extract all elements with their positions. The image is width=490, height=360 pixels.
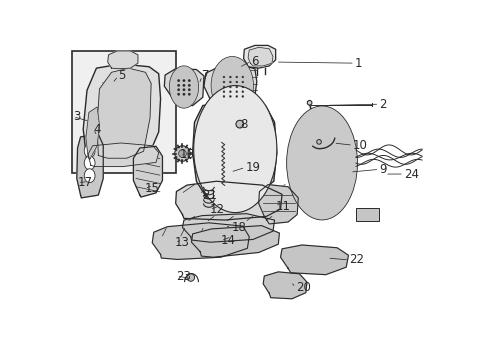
Polygon shape [77, 134, 103, 198]
Circle shape [236, 91, 238, 93]
Ellipse shape [194, 86, 277, 213]
Polygon shape [259, 185, 298, 224]
Text: 14: 14 [221, 234, 236, 247]
Circle shape [223, 81, 225, 83]
Circle shape [242, 86, 244, 88]
Ellipse shape [84, 169, 95, 183]
Circle shape [177, 84, 180, 86]
Polygon shape [263, 272, 307, 299]
Circle shape [188, 89, 191, 91]
Text: 9: 9 [379, 163, 387, 176]
Polygon shape [182, 214, 274, 242]
Text: 12: 12 [210, 203, 224, 216]
Text: 2: 2 [379, 98, 387, 111]
Circle shape [242, 95, 244, 97]
Circle shape [179, 150, 186, 157]
Polygon shape [193, 100, 277, 199]
Text: 3: 3 [73, 110, 80, 123]
Circle shape [188, 80, 191, 82]
Text: 5: 5 [118, 69, 126, 82]
Circle shape [223, 95, 225, 97]
Polygon shape [164, 69, 204, 105]
Ellipse shape [84, 144, 95, 158]
Polygon shape [88, 143, 159, 167]
Circle shape [223, 86, 225, 88]
Text: 18: 18 [231, 221, 246, 234]
Polygon shape [108, 51, 138, 69]
Polygon shape [86, 107, 99, 159]
Circle shape [223, 91, 225, 93]
Circle shape [183, 89, 185, 91]
Polygon shape [281, 245, 348, 275]
Text: 17: 17 [77, 176, 93, 189]
Text: 6: 6 [251, 55, 259, 68]
Text: 13: 13 [175, 236, 190, 249]
Circle shape [229, 76, 231, 78]
Circle shape [229, 86, 231, 88]
Circle shape [223, 76, 225, 78]
Polygon shape [248, 48, 273, 66]
Circle shape [307, 100, 312, 105]
Bar [72, 51, 175, 173]
Circle shape [188, 93, 191, 95]
Circle shape [317, 140, 321, 144]
Polygon shape [83, 64, 161, 164]
Circle shape [183, 93, 185, 95]
Circle shape [229, 81, 231, 83]
Circle shape [177, 93, 180, 95]
Circle shape [188, 84, 191, 86]
Circle shape [236, 81, 238, 83]
Polygon shape [152, 223, 249, 260]
Circle shape [187, 274, 195, 281]
Text: 24: 24 [404, 167, 419, 180]
Polygon shape [192, 226, 279, 257]
Text: 20: 20 [295, 281, 311, 294]
Polygon shape [175, 181, 282, 220]
Text: 21: 21 [202, 189, 217, 202]
Text: 11: 11 [276, 200, 291, 213]
Bar [356, 208, 379, 221]
Circle shape [177, 89, 180, 91]
Text: 23: 23 [176, 270, 191, 283]
Ellipse shape [287, 106, 358, 220]
Circle shape [229, 91, 231, 93]
Text: 22: 22 [349, 253, 364, 266]
Polygon shape [97, 68, 151, 158]
Text: 19: 19 [245, 161, 261, 174]
Circle shape [236, 76, 238, 78]
Text: 7: 7 [202, 69, 210, 82]
Circle shape [177, 80, 180, 82]
Ellipse shape [211, 57, 253, 114]
Circle shape [175, 146, 190, 161]
Text: 1: 1 [355, 57, 363, 69]
Circle shape [236, 95, 238, 97]
Circle shape [236, 120, 244, 128]
Circle shape [236, 86, 238, 88]
Text: 10: 10 [353, 139, 368, 152]
Ellipse shape [84, 156, 95, 170]
Circle shape [242, 91, 244, 93]
Polygon shape [244, 45, 276, 68]
Text: 4: 4 [94, 123, 101, 136]
Polygon shape [204, 66, 257, 104]
Circle shape [183, 84, 185, 86]
Polygon shape [133, 146, 163, 197]
Circle shape [183, 80, 185, 82]
Text: 15: 15 [145, 182, 160, 195]
Circle shape [242, 76, 244, 78]
Circle shape [229, 95, 231, 97]
Polygon shape [294, 126, 348, 202]
Text: 16: 16 [179, 148, 195, 161]
Circle shape [242, 81, 244, 83]
Ellipse shape [170, 66, 198, 108]
Text: 8: 8 [240, 118, 247, 131]
